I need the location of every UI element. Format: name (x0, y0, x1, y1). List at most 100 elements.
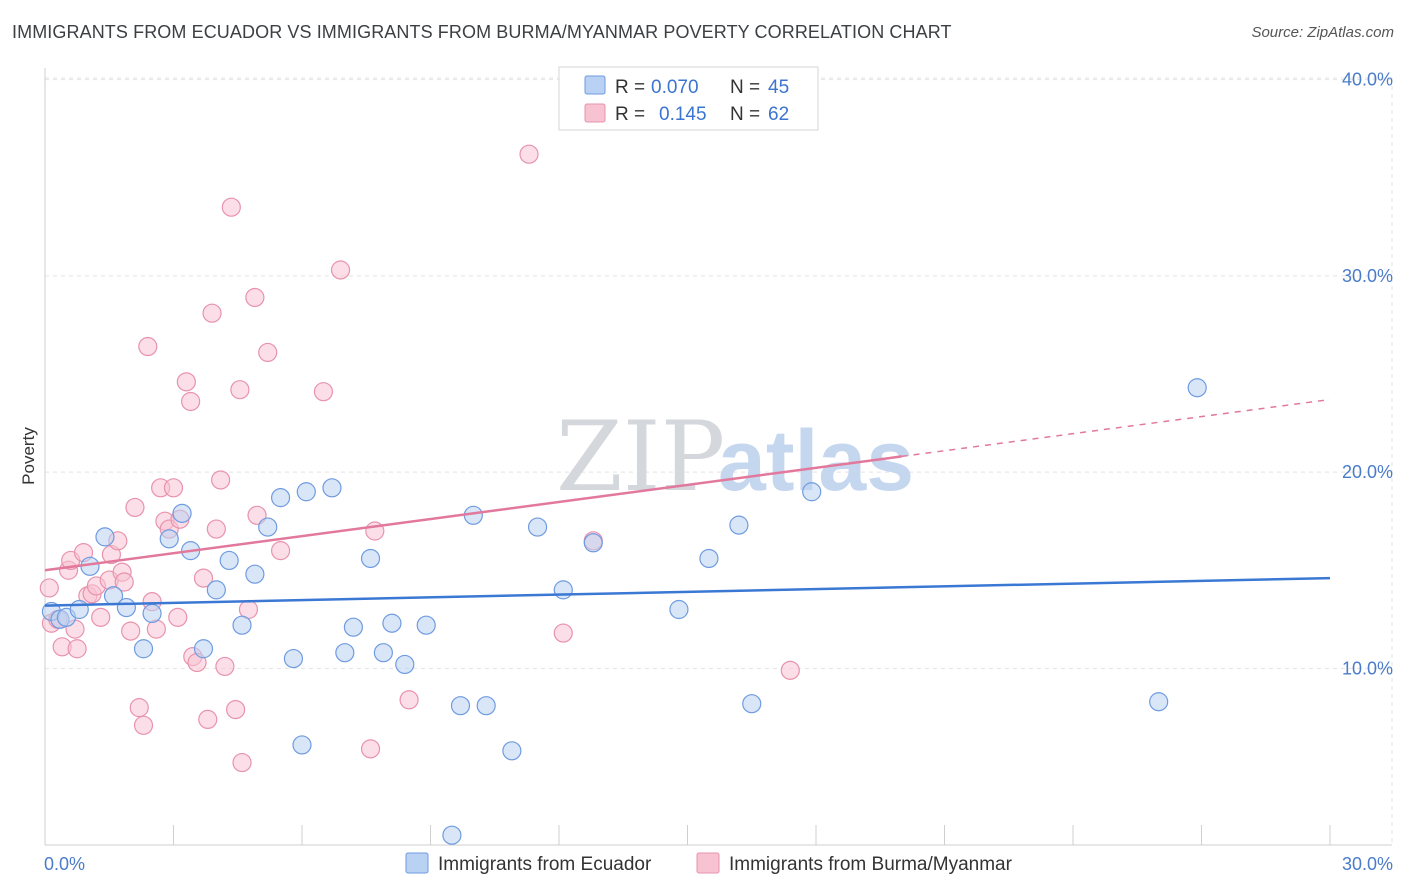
burma-trend-extension (901, 398, 1331, 458)
burma-point (780, 660, 800, 680)
ecuador-point (206, 580, 226, 600)
burma-point (245, 287, 265, 308)
ecuador-point (296, 482, 316, 502)
legend-swatch-ecuador (584, 75, 606, 95)
burma-trend-line (44, 455, 902, 572)
burma-point (330, 260, 351, 280)
axes (44, 68, 1392, 846)
burma-point (193, 568, 214, 588)
burma-point (553, 623, 573, 643)
burma-point (313, 382, 334, 402)
x-tick-label: 30.0% (1342, 854, 1393, 874)
bottom-legend-burma: Immigrants from Burma/Myanmar (729, 854, 1013, 875)
legend-n-value: 62 (768, 104, 789, 125)
burma-point (39, 578, 59, 598)
tick-labels: 10.0% 20.0% 30.0% 40.0% 0.0% 30.0% (44, 70, 1393, 874)
legend-r-value: 0.070 (651, 77, 699, 98)
burma-point (67, 639, 87, 659)
bottom-legend-swatch-ecuador (405, 852, 429, 874)
ecuador-point (283, 648, 304, 669)
burma-point (133, 715, 154, 735)
x-tick-label: 0.0% (44, 854, 85, 874)
trend-lines (44, 398, 1331, 607)
ecuador-point (142, 603, 162, 624)
burma-point (125, 497, 145, 518)
burma-point (129, 698, 149, 718)
ecuador-point (360, 548, 381, 569)
ecuador-point (193, 639, 214, 659)
ecuador-point (116, 597, 136, 618)
legend: R = 0.070 N = 45 R = 0.145 N = 62 (558, 66, 819, 131)
y-tick-label: 20.0% (1342, 462, 1393, 482)
ecuador-point (95, 527, 115, 547)
legend-n-label: N = (730, 77, 760, 98)
bottom-legend: Immigrants from Ecuador Immigrants from … (405, 852, 1013, 875)
legend-r-value: 0.145 (659, 104, 707, 125)
ecuador-point (159, 529, 179, 549)
burma-point (226, 699, 246, 720)
ecuador-point (245, 564, 265, 584)
burma-point (91, 607, 111, 627)
burma-point (519, 144, 539, 164)
burma-point (221, 197, 241, 217)
ecuador-point (335, 643, 355, 663)
series-ecuador-points (41, 378, 1207, 845)
ecuador-point (583, 533, 603, 553)
ecuador-point (133, 639, 154, 659)
ecuador-point (373, 643, 393, 663)
ecuador-point (258, 517, 278, 537)
ecuador-trend-line (44, 576, 1331, 607)
ecuador-point (416, 615, 436, 635)
watermark-zip: ZIP (556, 401, 725, 513)
burma-point (114, 572, 134, 592)
ecuador-point (343, 617, 363, 637)
ecuador-point (699, 548, 719, 569)
ecuador-point (502, 741, 522, 761)
burma-point (168, 607, 188, 627)
burma-point (163, 478, 184, 498)
burma-point (211, 470, 231, 490)
legend-n-label: N = (730, 104, 760, 125)
ecuador-point (729, 515, 749, 535)
burma-point (230, 380, 250, 400)
chart-title: IMMIGRANTS FROM ECUADOR VS IMMIGRANTS FR… (12, 22, 952, 42)
legend-swatch-burma (584, 103, 606, 123)
ecuador-point (219, 550, 239, 571)
burma-point (181, 391, 201, 412)
ecuador-point (742, 694, 762, 714)
ecuador-point (442, 825, 462, 845)
burma-point (176, 372, 196, 392)
legend-n-value: 45 (768, 77, 789, 98)
y-tick-label: 10.0% (1342, 658, 1393, 678)
ecuador-point (802, 482, 822, 502)
chart-source: Source: ZipAtlas.com (1251, 24, 1394, 41)
burma-point (202, 303, 222, 323)
ecuador-point (172, 503, 192, 523)
ecuador-point (669, 599, 689, 620)
burma-point (270, 541, 291, 561)
burma-point (198, 709, 218, 730)
y-tick-label: 30.0% (1342, 266, 1393, 286)
burma-point (360, 739, 381, 759)
burma-point (232, 752, 252, 773)
ecuador-point (322, 478, 342, 498)
burma-point (121, 621, 141, 641)
ecuador-point (270, 488, 291, 508)
burma-point (146, 619, 166, 639)
ecuador-point (232, 615, 252, 635)
ecuador-point (382, 613, 402, 633)
y-tick-label: 40.0% (1342, 70, 1393, 90)
ecuador-point (553, 580, 573, 600)
ecuador-point (69, 599, 89, 620)
ecuador-point (395, 654, 415, 675)
ecuador-point (292, 735, 312, 755)
bottom-legend-ecuador: Immigrants from Ecuador (438, 854, 652, 875)
burma-point (399, 690, 419, 710)
ecuador-point (527, 517, 548, 537)
bottom-legend-swatch-burma (696, 852, 720, 874)
burma-point (258, 342, 278, 363)
legend-r-label: R = (615, 104, 645, 125)
y-axis-label: Poverty (19, 427, 38, 485)
legend-r-label: R = (615, 77, 645, 98)
